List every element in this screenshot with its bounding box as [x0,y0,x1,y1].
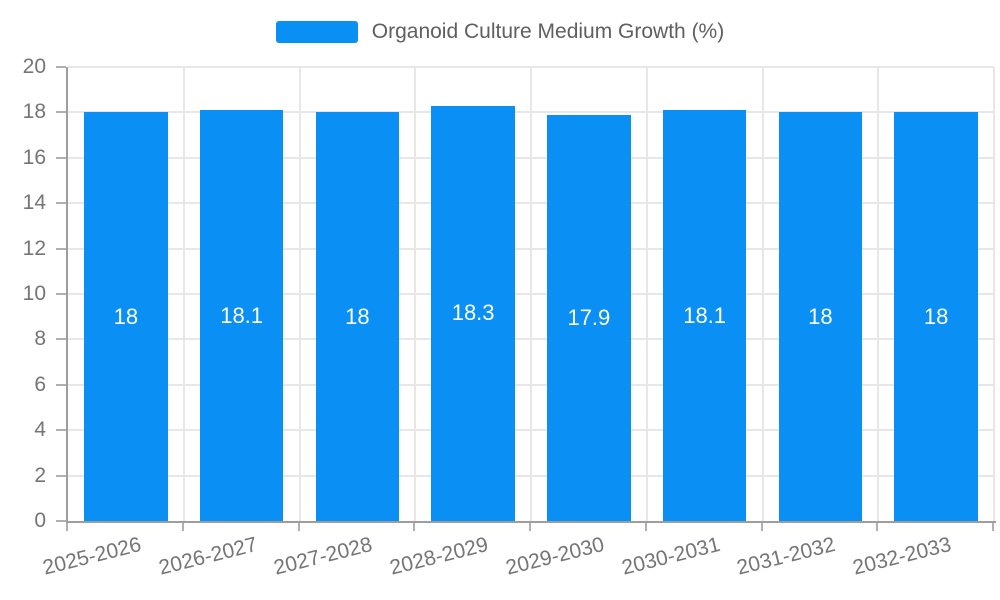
x-gridline [645,67,648,521]
bar-2031-2032[interactable] [778,112,863,521]
y-axis-tick-label: 10 [22,282,46,305]
y-tick-mark [56,66,66,68]
x-tick-mark [181,523,184,531]
bar-2032-2033[interactable] [894,112,978,521]
plot-area: 18 18.1 18 18.3 17.9 18.1 18 18 [68,66,995,521]
bar-value-label: 18.3 [451,300,495,326]
x-axis-line [66,521,996,523]
bar-value-label: 18 [808,303,833,329]
y-tick-mark [56,202,66,205]
y-axis-tick-label: 2 [34,463,46,487]
x-gridline [530,67,532,521]
y-tick-mark [56,338,66,341]
y-tick-mark [56,520,66,522]
bar-2026-2027[interactable] [199,110,284,521]
bar-value-label: 18 [113,303,139,329]
y-tick-mark [56,111,66,114]
bar-2030-2031[interactable] [662,110,747,521]
x-gridline [182,67,185,521]
y-axis-tick-label: 14 [22,191,46,215]
x-tick-mark [992,523,994,531]
bar-value-label: 18 [923,303,949,329]
x-tick-mark [644,523,647,531]
bar-2027-2028[interactable] [315,112,400,521]
x-gridline [993,67,995,521]
y-axis-tick-label: 12 [22,236,46,260]
bar-value-label: 18 [345,303,370,329]
y-axis-tick-label: 6 [34,372,46,396]
bar-2028-2029[interactable] [431,105,515,521]
y-axis-tick-label: 16 [22,145,46,169]
y-axis-tick-label: 18 [22,100,46,124]
chart-legend[interactable]: Organoid Culture Medium Growth (%) [0,18,1000,46]
y-tick-mark [56,293,66,295]
x-gridline [877,67,880,521]
legend-swatch-icon [275,21,358,43]
y-tick-mark [56,429,66,432]
bar-2029-2030[interactable] [547,114,631,521]
x-tick-mark [413,523,416,531]
x-gridline [298,67,301,521]
bar-value-label: 18.1 [220,302,264,328]
y-axis-tick-label: 8 [34,327,46,351]
y-tick-mark [56,156,66,159]
x-tick-mark [760,523,763,531]
x-tick-mark [66,523,68,531]
x-gridline [761,67,764,521]
bar-value-label: 18.1 [683,302,727,328]
y-axis-tick-label: 0 [34,509,46,532]
bar-value-label: 17.9 [567,304,611,330]
x-tick-mark [876,523,879,531]
bar-2025-2026[interactable] [84,112,168,521]
x-tick-mark [529,523,531,531]
y-tick-mark [56,383,66,386]
x-tick-mark [297,523,300,531]
y-axis-tick-label: 20 [22,55,46,78]
legend-label: Organoid Culture Medium Growth (%) [371,20,725,43]
x-gridline [414,67,417,521]
y-tick-mark [56,247,66,250]
y-axis-line [66,67,68,523]
y-axis-tick-label: 4 [34,418,46,442]
y-tick-mark [56,474,66,477]
